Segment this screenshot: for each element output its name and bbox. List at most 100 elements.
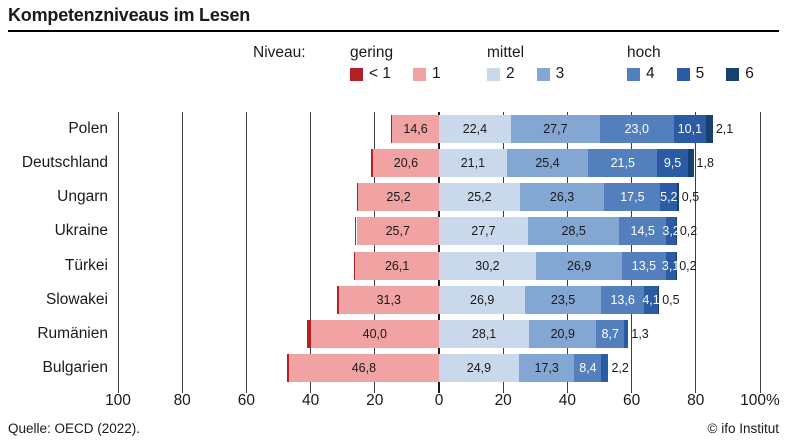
legend-item-label: 6: [745, 65, 754, 82]
bar-value-label: 26,3: [549, 190, 575, 205]
bar-value-label: 10,1: [677, 122, 703, 137]
bar-value-label: 27,7: [543, 122, 568, 137]
bar-value-label: 26,1: [384, 258, 410, 273]
legend-item: 6: [726, 65, 754, 83]
bar-value-label: 20,9: [550, 326, 575, 341]
bar-segment-level-5: [665, 251, 676, 280]
x-axis-tick-label: 100%: [740, 392, 780, 409]
gridline: [181, 112, 183, 393]
country-label: Slowakei: [45, 290, 108, 308]
bar-value-label: 9,5: [663, 156, 682, 171]
bar-value-label: 4,1: [642, 292, 660, 307]
bar-segment-level-3: [518, 353, 575, 382]
bar-value-label: 27,7: [471, 224, 496, 239]
bar-value-label: 25,7: [385, 224, 410, 239]
legend-item: 5: [676, 65, 705, 83]
bar-segment-level-1: [307, 319, 311, 348]
x-axis-tick-label: 80: [687, 392, 705, 409]
legend-item-label: 3: [555, 65, 565, 82]
bar-row: 26,1 30,2 26,9 13,5 3,1 0,2: [118, 251, 760, 280]
bar-row: 40,0 28,1 20,9 8,7 1,3: [118, 319, 760, 348]
legend-swatch: [412, 67, 426, 81]
x-axis-tick-label: 40: [558, 392, 577, 409]
bar-value-label: 31,3: [376, 292, 401, 307]
source-note: Quelle: OECD (2022).: [8, 421, 141, 436]
bar-segment-level-6: [706, 115, 713, 144]
bar-value-label: 21,5: [610, 156, 635, 171]
bar-value-label: 0,2: [679, 224, 698, 239]
bar-segment-level-6: [676, 217, 677, 246]
bar-row: 25,7 27,7 28,5 14,5 3,2 0,2: [118, 217, 760, 246]
bar-value-label: 23,5: [550, 292, 576, 307]
bar-row: 31,3 26,9 23,5 13,6 4,1 0,5: [118, 285, 760, 314]
bar-value-label: 40,0: [362, 326, 387, 341]
legend-item-label: 5: [695, 65, 705, 82]
bar-segment-level-3: [506, 149, 589, 178]
legend-swatch: [536, 67, 550, 81]
bar-segment-level-3: [510, 115, 600, 144]
bar-segment-level-1: [371, 149, 373, 178]
country-label: Rumänien: [37, 324, 108, 342]
bar-segment-level-2: [439, 319, 530, 348]
bar-segment-level-5: [644, 285, 658, 314]
bar-value-label: 5,2: [660, 190, 678, 205]
bar-segment-level-4: [619, 217, 666, 246]
gridline: [310, 112, 312, 393]
bar-value-label: 2,2: [611, 360, 629, 375]
bar-segment-level-5: [657, 149, 688, 178]
x-axis: 100 80 60 40 20 0 20 40 60 80 100%: [105, 392, 780, 412]
legend-item: 3: [536, 65, 565, 83]
bar-segment-level-5: [673, 115, 707, 144]
x-axis-tick-label: 40: [301, 392, 320, 409]
bar-value-label: 28,1: [471, 326, 497, 341]
legend-swatch: [487, 67, 500, 81]
title-divider: [8, 30, 779, 32]
bar-segment-level-5: [665, 217, 677, 246]
legend-swatch: [726, 67, 740, 81]
x-axis-tick-label: 0: [434, 392, 444, 409]
plot-area: 14,6 22,4 27,7 23,0 10,1 2,1 20,6 21,1 25,4 21,5 9…: [117, 112, 761, 393]
bar-segment-level-2: [439, 115, 511, 144]
bar-segment-level-4: [604, 183, 661, 212]
bar-value-label: 28,5: [561, 224, 586, 239]
bar-value-label: 2,1: [715, 122, 734, 137]
x-axis-tick-label: 20: [494, 392, 512, 409]
gridline: [695, 112, 697, 393]
bar-segment-level-2: [439, 183, 520, 212]
bar-value-label: 8,4: [579, 360, 597, 375]
bar-value-label: 25,2: [386, 190, 411, 205]
bar-segment-level-2: [439, 285, 526, 314]
legend-items-hoch: 4 5 6: [627, 65, 754, 83]
bar-value-label: 25,4: [535, 156, 560, 171]
bar-segment-level-2: [439, 217, 528, 246]
bar-segment-level-4: [574, 353, 602, 382]
bar-segment-level-5: [624, 319, 629, 348]
bar-value-label: 13,6: [610, 292, 635, 307]
bar-segment-level-3: [535, 251, 623, 280]
country-label: Türkei: [64, 256, 108, 274]
bar-value-label: 13,5: [631, 258, 657, 273]
x-axis-tick-label: 60: [237, 392, 256, 409]
bar-segment-level-1: [358, 183, 439, 212]
legend-label: Niveau:: [253, 44, 306, 61]
category-axis: Polen Deutschland Ungarn Ukraine Türkei Slowa…: [0, 112, 108, 385]
legend-item-label: < 1: [369, 65, 391, 82]
legend-item: 2: [487, 65, 515, 83]
bar-value-label: 26,9: [470, 292, 495, 307]
bar-segment-level-2: [439, 149, 507, 178]
legend-swatch: [627, 67, 640, 81]
bar-value-label: 26,9: [566, 258, 592, 273]
bar-value-label: 25,2: [467, 190, 492, 205]
legend-items-gering: < 1 1: [350, 65, 441, 83]
bar-value-label: 1,8: [696, 156, 714, 171]
legend-swatch: [676, 67, 690, 81]
x-axis-tick-label: 100: [105, 392, 131, 409]
gridline: [759, 112, 761, 393]
bar-segment-level-2: [439, 353, 519, 382]
bar-value-label: 14,6: [403, 122, 428, 137]
gridline: [245, 112, 247, 393]
bar-segment-level-1: [391, 115, 393, 144]
bar-segment-level-1: [372, 149, 439, 178]
legend-group-mittel: mittel: [487, 44, 525, 61]
